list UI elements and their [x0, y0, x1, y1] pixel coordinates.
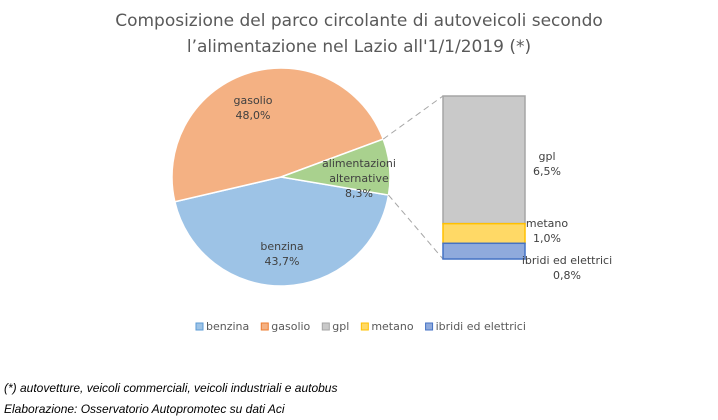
- legend-label: ibridi ed elettrici: [436, 320, 526, 333]
- slice-label-benzina: benzina 43,7%: [260, 240, 303, 268]
- legend-item-metano: metano: [360, 320, 414, 333]
- chart-title-line-1: Composizione del parco circolante di aut…: [115, 11, 603, 31]
- connector-line-bottom: [388, 194, 444, 260]
- bar-segment-ibridi-ed-elettrici: [442, 242, 526, 260]
- slice-label-gasolio: gasolio 48,0%: [233, 94, 272, 122]
- bar-label-gpl: gpl 6,5%: [533, 150, 561, 178]
- legend: benzina gasolio gpl metano ibridi ed elettri…: [195, 320, 526, 333]
- bar-segment-gpl: [442, 95, 526, 225]
- connector-lines: [382, 95, 444, 260]
- breakdown-bar: gpl 6,5% metano 1,0% ibridi ed elettrici 0,8%: [442, 95, 612, 282]
- legend-swatch: [425, 322, 434, 331]
- legend-swatch: [260, 322, 269, 331]
- legend-item-ibridi-ed-elettrici: ibridi ed elettrici: [425, 320, 526, 333]
- pie-slice-alimentazioni-alternative: [278, 138, 391, 196]
- legend-item-gpl: gpl: [321, 320, 349, 333]
- bar-segment-metano: [442, 222, 526, 245]
- pie-slice-gasolio: [171, 67, 385, 203]
- bar-label-metano: metano 1,0%: [526, 217, 569, 245]
- legend-label: gasolio: [271, 320, 310, 333]
- footnote-source: Elaborazione: Osservatorio Autopromotec …: [4, 402, 285, 416]
- pie: benzina 43,7% gasolio 48,0% alimentazioni alt…: [171, 67, 396, 287]
- legend-item-benzina: benzina: [195, 320, 249, 333]
- bar-label-ibridi-ed-elettrici: ibridi ed elettrici 0,8%: [522, 254, 612, 282]
- chart-title-line-2: l’alimentazione nel Lazio all'1/1/2019 (…: [187, 37, 531, 57]
- slice-label-alimentazioni-alternative: alimentazioni alternative 8,3%: [322, 157, 396, 200]
- legend-label: benzina: [206, 320, 249, 333]
- footnote-note: (*) autovetture, veicoli commerciali, ve…: [4, 381, 338, 395]
- pie-slice-benzina: [173, 176, 390, 287]
- legend-item-gasolio: gasolio: [260, 320, 311, 333]
- legend-swatch: [321, 322, 330, 331]
- legend-label: metano: [371, 320, 414, 333]
- legend-swatch: [195, 322, 204, 331]
- connector-line-top: [382, 95, 444, 140]
- legend-label: gpl: [332, 320, 349, 333]
- legend-swatch: [360, 322, 369, 331]
